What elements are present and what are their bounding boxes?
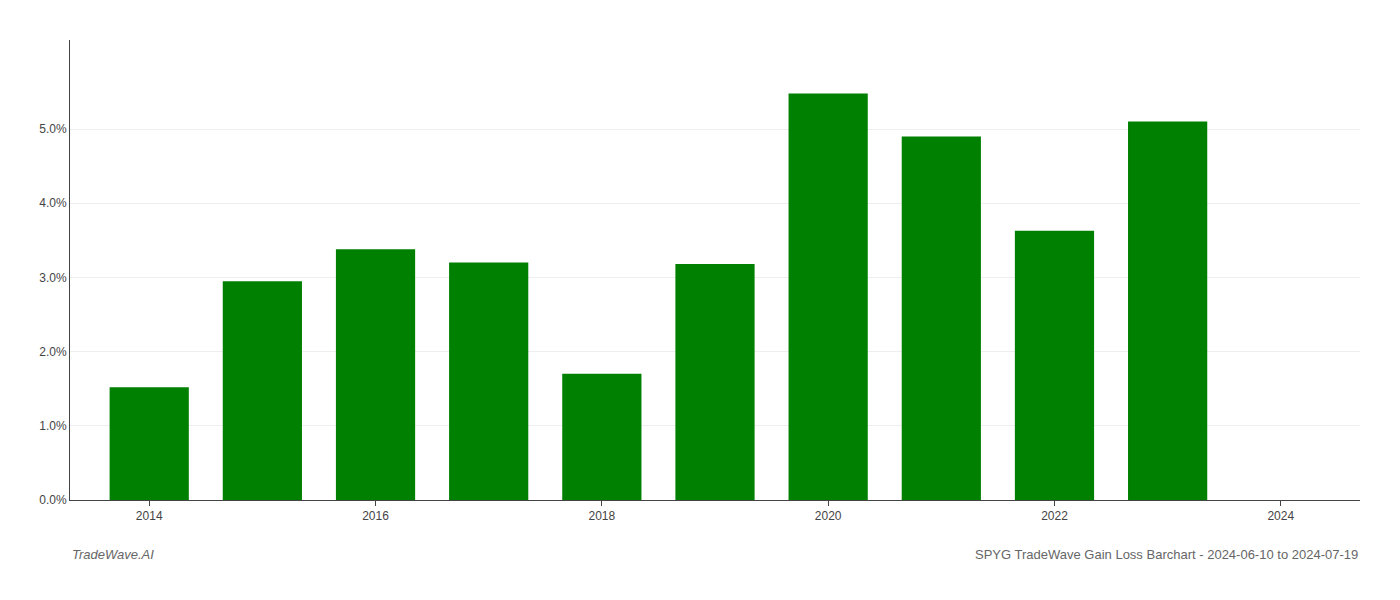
svg-text:2018: 2018 xyxy=(588,509,615,523)
svg-text:4.0%: 4.0% xyxy=(39,196,67,210)
svg-text:SPYG TradeWave Gain Loss Barch: SPYG TradeWave Gain Loss Barchart - 2024… xyxy=(975,547,1358,562)
svg-text:1.0%: 1.0% xyxy=(39,419,67,433)
svg-text:0.0%: 0.0% xyxy=(39,493,67,507)
svg-text:3.0%: 3.0% xyxy=(39,271,67,285)
svg-text:2020: 2020 xyxy=(815,509,842,523)
svg-text:2.0%: 2.0% xyxy=(39,345,67,359)
svg-text:2014: 2014 xyxy=(136,509,163,523)
svg-text:2022: 2022 xyxy=(1041,509,1068,523)
svg-text:5.0%: 5.0% xyxy=(39,122,67,136)
svg-text:TradeWave.AI: TradeWave.AI xyxy=(72,547,154,562)
svg-text:2016: 2016 xyxy=(362,509,389,523)
svg-text:2024: 2024 xyxy=(1267,509,1294,523)
